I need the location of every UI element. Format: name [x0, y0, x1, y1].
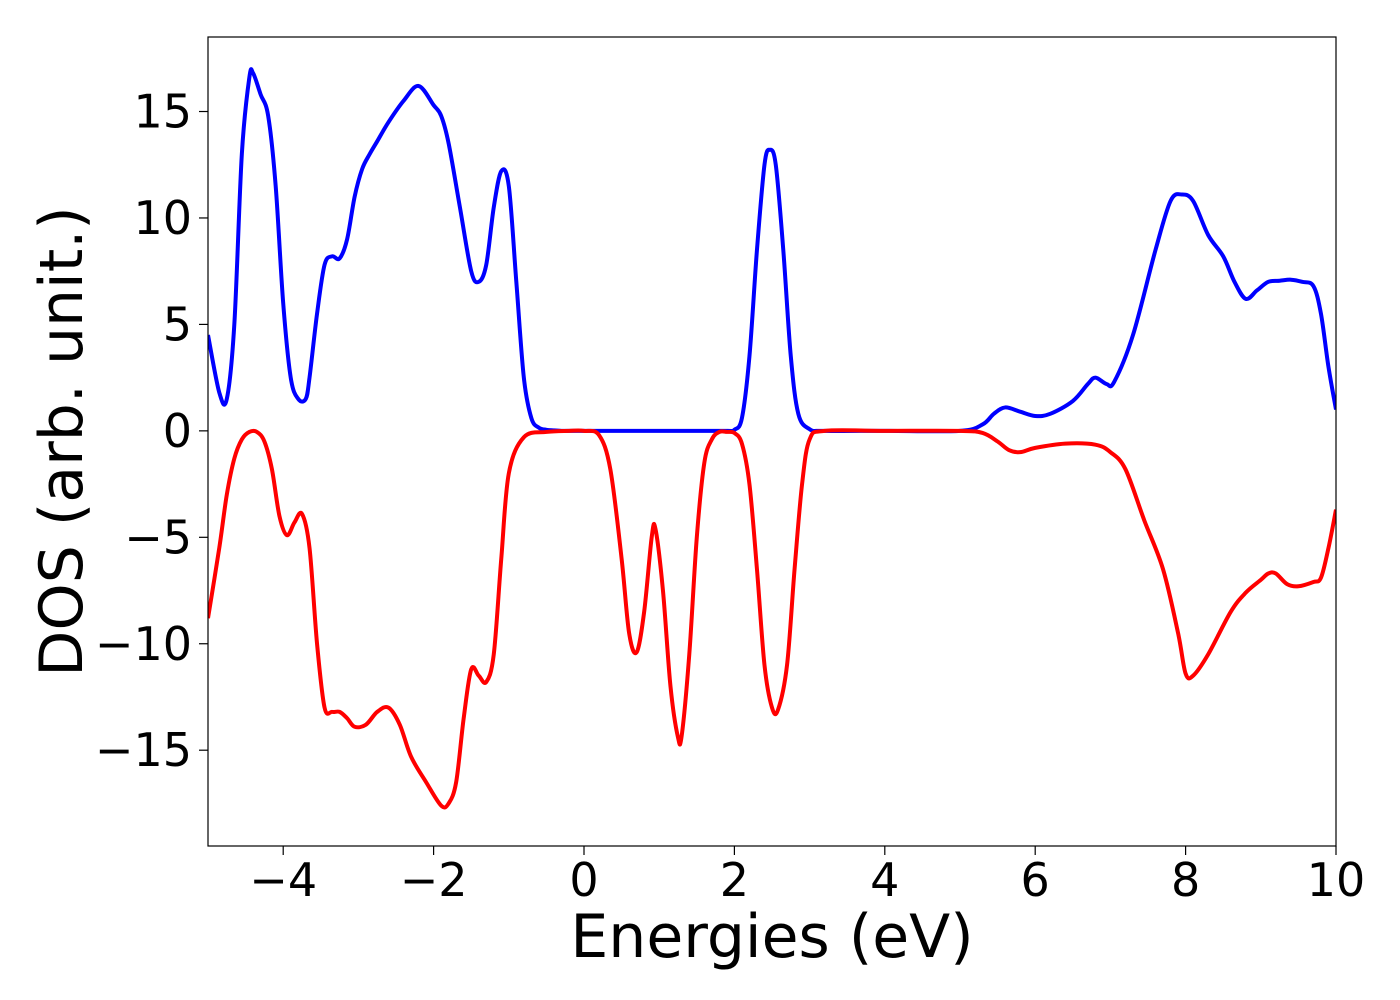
y-tick-label: −5 — [124, 510, 192, 564]
series-layer — [208, 67, 1336, 810]
x-tick-label: 6 — [1021, 853, 1050, 907]
x-tick-label: 0 — [569, 853, 598, 907]
plot-frame — [207, 36, 1337, 847]
y-tick-label: 10 — [133, 191, 192, 245]
x-axis-title: Energies (eV) — [570, 902, 973, 972]
x-tick-label: −2 — [400, 853, 468, 907]
x-tick-label: 10 — [1307, 853, 1366, 907]
x-tick-label: 4 — [870, 853, 899, 907]
y-tick-label: 5 — [163, 297, 192, 351]
y-tick-label: 0 — [163, 404, 192, 458]
y-axis-title: DOS (arb. unit.) — [27, 206, 97, 676]
x-tick-label: 8 — [1171, 853, 1200, 907]
y-axis: 15 10 5 0 −5 −10 −15 — [95, 85, 208, 777]
y-tick-label: 15 — [133, 85, 192, 139]
y-tick-label: −10 — [95, 617, 192, 671]
x-axis: −4 −2 0 2 4 6 8 10 — [249, 846, 1365, 907]
series-line-spin-up — [208, 67, 1336, 434]
y-tick-label: −15 — [95, 723, 192, 777]
x-tick-label: −4 — [249, 853, 317, 907]
x-tick-label: 2 — [720, 853, 749, 907]
series-line-spin-down — [208, 428, 1336, 810]
